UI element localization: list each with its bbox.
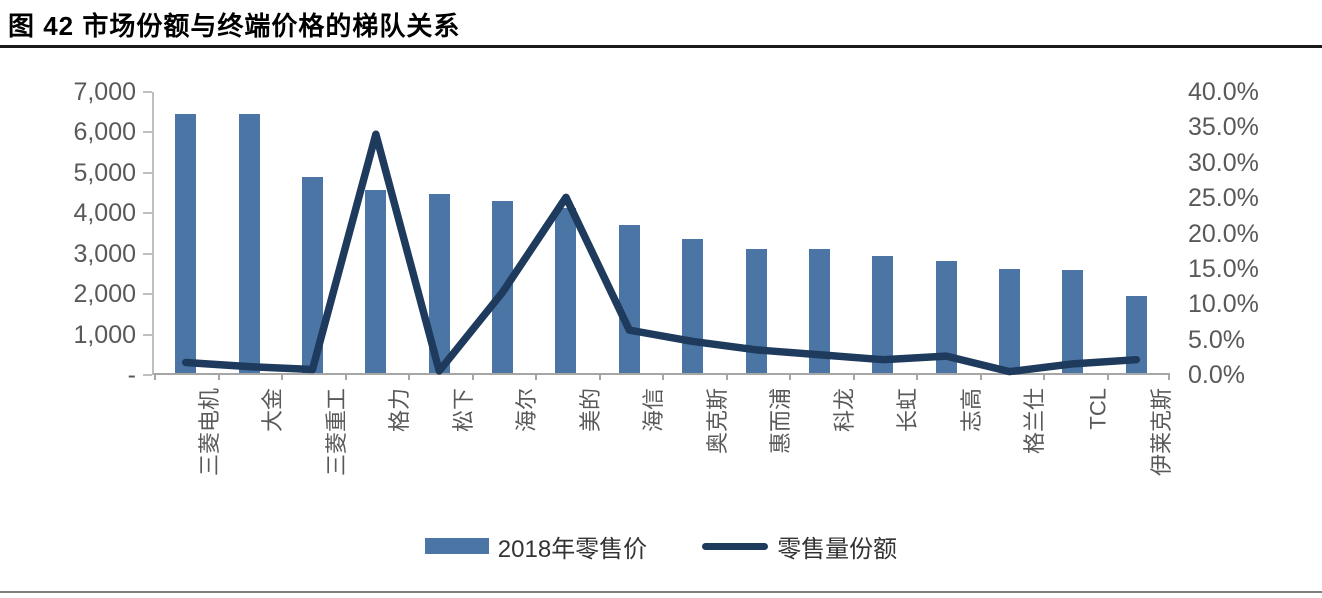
bar	[872, 256, 894, 373]
legend-item-retail-price: 2018年零售价	[424, 529, 648, 564]
bottom-axis-tick	[852, 373, 855, 380]
bar	[555, 208, 577, 373]
line-series-swatch	[702, 542, 769, 550]
category-cell: 海信	[597, 382, 666, 512]
left-axis-tick	[143, 374, 152, 376]
left-axis-tick	[143, 171, 152, 174]
bottom-axis-tick	[662, 373, 664, 380]
left-axis-tick-label: 5,000	[73, 158, 136, 187]
figure-number: 图 42	[8, 11, 75, 41]
category-cell: 美的	[533, 382, 603, 512]
right-axis-tick-label: 35.0%	[1188, 113, 1259, 142]
bar	[745, 249, 767, 373]
left-axis-tick	[143, 252, 152, 255]
left-axis-tick-label: 7,000	[73, 78, 136, 106]
category-cell: 三菱电机	[152, 382, 222, 512]
bar	[618, 225, 640, 373]
right-axis-tick-label: 5.0%	[1188, 325, 1245, 354]
right-axis-tick-label: 15.0%	[1188, 254, 1259, 283]
left-axis-tick-label: 4,000	[73, 199, 136, 228]
bottom-axis-tick	[217, 373, 220, 380]
bar	[301, 176, 323, 373]
category-cell: 科龙	[787, 382, 857, 512]
right-axis-tick-label: 30.0%	[1188, 148, 1259, 177]
chart-legend: 2018年零售价 零售量份额	[0, 529, 1322, 564]
right-axis-tick-label: 20.0%	[1188, 219, 1259, 248]
bar-series	[154, 92, 1168, 373]
right-axis-tick-label: 25.0%	[1188, 184, 1259, 213]
footer-rule	[0, 591, 1322, 593]
plot-area	[143, 91, 1170, 380]
left-axis-tick	[143, 212, 152, 215]
category-cell: 大金	[216, 382, 285, 512]
legend-item-volume-share: 零售量份额	[702, 529, 897, 564]
line-series-svg	[181, 130, 1141, 376]
category-cell: 三菱重工	[279, 382, 349, 512]
bar	[238, 114, 260, 373]
bottom-axis-tick	[916, 373, 918, 380]
bottom-axis-tick	[1168, 373, 1170, 380]
bottom-axis-tick	[535, 373, 537, 380]
right-axis-tick-label: 0.0%	[1188, 361, 1245, 389]
bar	[808, 249, 830, 373]
bottom-axis-tick	[725, 373, 728, 380]
bar	[999, 269, 1021, 373]
figure-title: 图 42 市场份额与终端价格的梯队关系	[8, 6, 460, 43]
left-axis-tick-label: 2,000	[73, 280, 136, 309]
left-axis-tick-label: 3,000	[73, 239, 136, 268]
left-axis-tick	[143, 293, 152, 296]
category-axis-labels: 三菱电机 大金 三菱重工 格力 松下 海尔 美的 海信 奥克斯 惠而浦 科龙 长虹 志高 格兰仕 TCL 伊莱…	[152, 382, 1175, 512]
category-cell: 奥克斯	[660, 382, 730, 512]
bar	[428, 193, 450, 373]
left-axis-tick	[143, 131, 152, 134]
left-axis-tick-label: -	[127, 361, 136, 389]
right-axis-tick-label: 40.0%	[1188, 78, 1259, 106]
category-cell: 格兰仕	[978, 382, 1047, 512]
bottom-axis-tick	[598, 373, 601, 380]
bar	[365, 190, 387, 373]
bottom-axis-tick	[154, 373, 156, 380]
left-axis-tick	[143, 91, 152, 93]
bottom-axis-tick	[789, 373, 791, 380]
category-cell: 伊莱克斯	[1105, 382, 1174, 512]
share-line	[181, 130, 1141, 376]
category-cell: TCL	[1041, 382, 1111, 512]
legend-label-retail-price: 2018年零售价	[497, 535, 648, 563]
title-rule	[0, 45, 1322, 48]
bottom-axis-tick	[1043, 373, 1045, 380]
bar	[1062, 269, 1084, 373]
bar-series-swatch	[424, 538, 489, 554]
bottom-axis-tick	[979, 373, 982, 380]
bottom-axis-tick	[1106, 373, 1109, 380]
category-cell: 惠而浦	[724, 382, 793, 512]
right-axis-tick-label: 10.0%	[1188, 290, 1259, 319]
figure-title-text: 市场份额与终端价格的梯队关系	[82, 11, 461, 41]
category-cell: 长虹	[851, 382, 920, 512]
bottom-axis-tick	[408, 373, 410, 380]
category-cell: 松下	[406, 382, 476, 512]
bottom-axis-tick	[471, 373, 474, 380]
left-axis-tick-label: 6,000	[73, 118, 136, 147]
category-label: 伊莱克斯	[1149, 388, 1175, 477]
bottom-axis-tick	[344, 373, 347, 380]
bar	[175, 114, 197, 373]
category-cell: 格力	[343, 382, 412, 512]
left-axis-tick-label: 1,000	[73, 320, 136, 349]
legend-label-volume-share: 零售量份额	[777, 535, 898, 563]
bar	[935, 261, 957, 373]
left-axis-tick	[143, 333, 152, 336]
bar	[1125, 296, 1147, 373]
category-cell: 志高	[914, 382, 984, 512]
bottom-axis-tick	[281, 373, 283, 380]
category-cell: 海尔	[470, 382, 539, 512]
